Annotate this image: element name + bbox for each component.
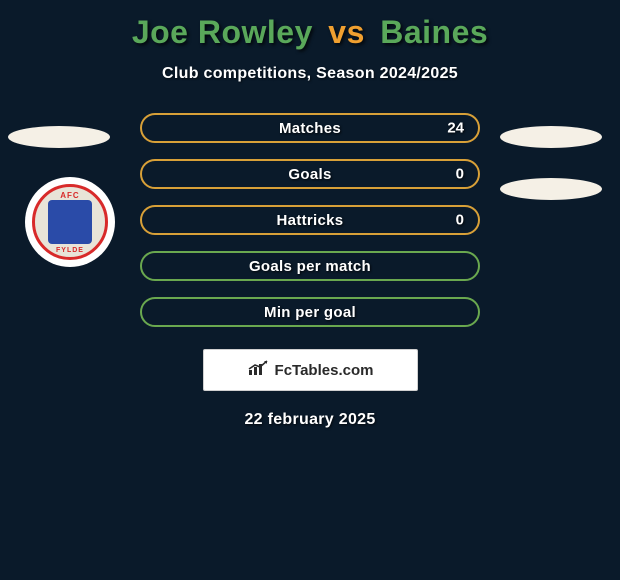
- stat-label: Min per goal: [264, 304, 356, 321]
- vs-label: vs: [328, 14, 365, 50]
- chart-icon: [247, 359, 269, 382]
- stat-value: 0: [456, 166, 464, 183]
- club-badge-shield: [48, 200, 92, 244]
- brand-box[interactable]: FcTables.com: [203, 349, 418, 391]
- stat-label: Hattricks: [277, 212, 344, 229]
- stat-row-hattricks: Hattricks 0: [140, 205, 480, 235]
- stat-value: 24: [447, 120, 464, 137]
- placeholder-ellipse-top-right: [500, 126, 602, 148]
- club-badge-inner: AFC FYLDE: [32, 184, 108, 260]
- player1-name: Joe Rowley: [132, 14, 313, 50]
- date-label: 22 february 2025: [0, 411, 620, 429]
- player2-name: Baines: [380, 14, 488, 50]
- stat-label: Goals per match: [249, 258, 371, 275]
- placeholder-ellipse-mid-right: [500, 178, 602, 200]
- stat-label: Matches: [279, 120, 341, 137]
- page-title: Joe Rowley vs Baines: [0, 14, 620, 51]
- stat-label: Goals: [288, 166, 331, 183]
- stat-row-min-per-goal: Min per goal: [140, 297, 480, 327]
- brand-text: FcTables.com: [275, 362, 374, 379]
- club-badge: AFC FYLDE: [25, 177, 115, 267]
- placeholder-ellipse-top-left: [8, 126, 110, 148]
- stat-row-goals-per-match: Goals per match: [140, 251, 480, 281]
- stat-row-matches: Matches 24: [140, 113, 480, 143]
- stat-value: 0: [456, 212, 464, 229]
- stat-row-goals: Goals 0: [140, 159, 480, 189]
- subtitle: Club competitions, Season 2024/2025: [0, 65, 620, 83]
- infographic-container: Joe Rowley vs Baines Club competitions, …: [0, 0, 620, 580]
- club-badge-text-top: AFC: [35, 191, 105, 200]
- club-badge-text-bottom: FYLDE: [35, 247, 105, 254]
